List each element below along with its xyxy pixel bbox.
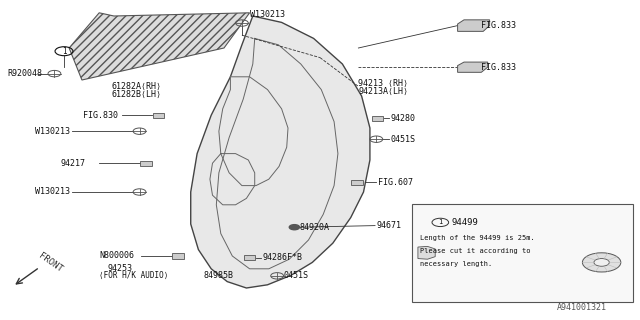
Text: 0451S: 0451S xyxy=(284,271,308,280)
Text: FRONT: FRONT xyxy=(37,252,64,275)
Polygon shape xyxy=(418,246,435,259)
Text: W130213: W130213 xyxy=(250,10,285,19)
Polygon shape xyxy=(191,16,370,288)
Text: 94499: 94499 xyxy=(452,218,479,227)
Text: 94217: 94217 xyxy=(61,159,86,168)
Text: 61282A⟨RH⟩: 61282A⟨RH⟩ xyxy=(112,82,162,91)
Bar xyxy=(244,255,255,260)
Circle shape xyxy=(594,259,609,266)
FancyBboxPatch shape xyxy=(412,204,633,302)
Text: W130213: W130213 xyxy=(35,127,70,136)
Text: 94213 ⟨RH⟩: 94213 ⟨RH⟩ xyxy=(358,79,408,88)
Text: N800006: N800006 xyxy=(99,252,134,260)
Text: FIG.833: FIG.833 xyxy=(481,21,516,30)
Text: necessary length.: necessary length. xyxy=(420,261,492,267)
Text: 94253: 94253 xyxy=(108,264,132,273)
Text: 94671: 94671 xyxy=(376,221,401,230)
Text: FIG.830: FIG.830 xyxy=(83,111,118,120)
Bar xyxy=(140,161,152,166)
Text: FIG.607: FIG.607 xyxy=(378,178,413,187)
Bar xyxy=(372,116,383,121)
Text: FIG.833: FIG.833 xyxy=(481,63,516,72)
Text: Please cut it according to: Please cut it according to xyxy=(420,248,531,254)
Text: 0451S: 0451S xyxy=(390,135,415,144)
Text: ⟨FOR H/K AUDIO⟩: ⟨FOR H/K AUDIO⟩ xyxy=(99,271,168,280)
Text: 94286F*B: 94286F*B xyxy=(262,253,302,262)
Polygon shape xyxy=(69,13,250,80)
Text: 84920A: 84920A xyxy=(300,223,330,232)
Polygon shape xyxy=(458,20,490,31)
Text: 94280: 94280 xyxy=(390,114,415,123)
Text: A941001321: A941001321 xyxy=(557,303,607,312)
Text: 1: 1 xyxy=(438,220,442,225)
Bar xyxy=(153,113,164,118)
Text: 84985B: 84985B xyxy=(204,271,234,280)
Circle shape xyxy=(582,253,621,272)
Bar xyxy=(172,253,184,259)
Text: 1: 1 xyxy=(61,47,67,56)
Text: 94213A⟨LH⟩: 94213A⟨LH⟩ xyxy=(358,87,408,96)
Text: 61282B⟨LH⟩: 61282B⟨LH⟩ xyxy=(112,90,162,99)
Text: Length of the 94499 is 25m.: Length of the 94499 is 25m. xyxy=(420,236,534,241)
Polygon shape xyxy=(458,62,488,72)
Circle shape xyxy=(289,225,300,230)
Bar xyxy=(351,180,363,185)
Text: R920048: R920048 xyxy=(8,69,43,78)
Text: W130213: W130213 xyxy=(35,188,70,196)
